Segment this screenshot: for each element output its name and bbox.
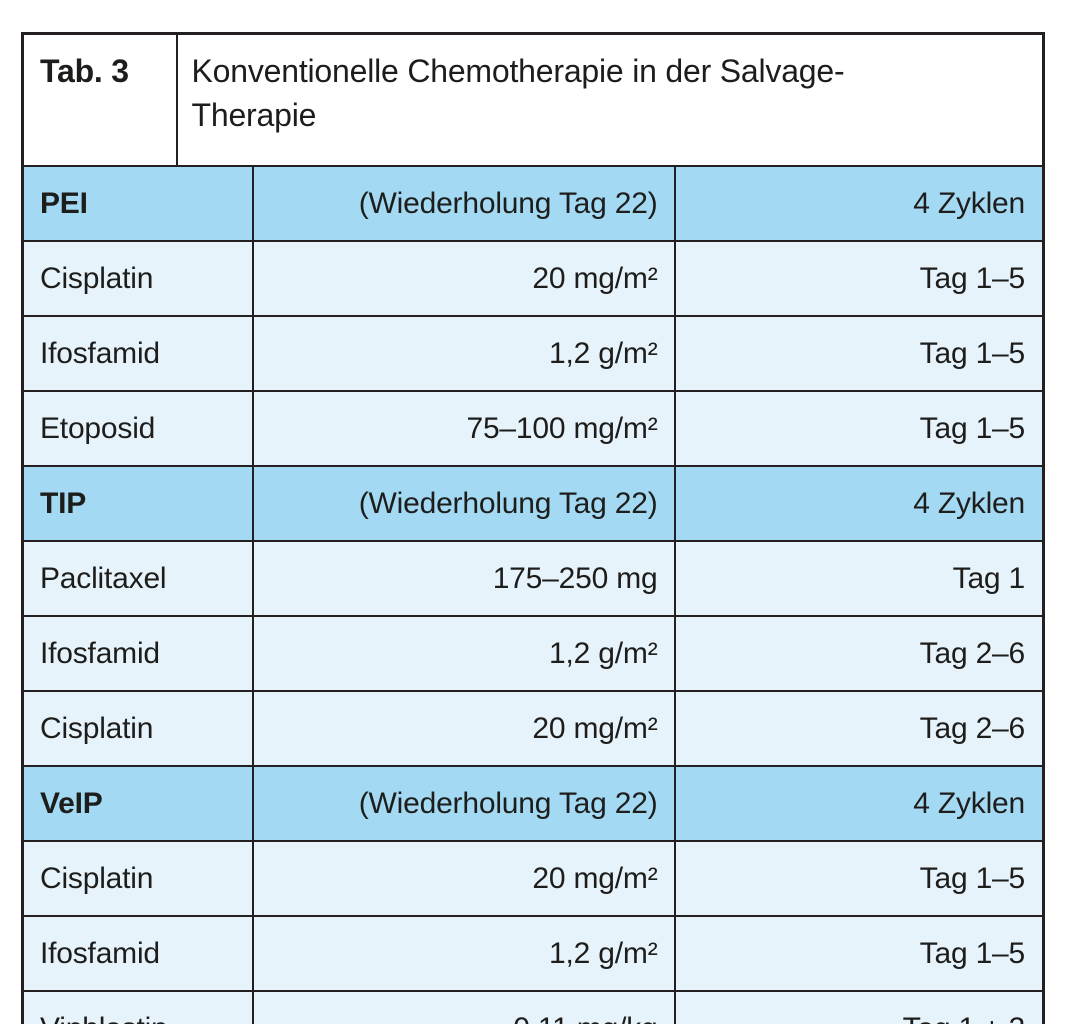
caption-title-line-1: Konventionelle Chemotherapie in der Salv…	[191, 53, 845, 89]
drug-row: Cisplatin 20 mg/m² Tag 1–5	[21, 840, 1045, 917]
table-caption-title: Konventionelle Chemotherapie in der Salv…	[175, 32, 1045, 167]
days-cell: Tag 1–5	[673, 390, 1045, 467]
drug-row: Cisplatin 20 mg/m² Tag 2–6	[21, 690, 1045, 767]
drug-row: Ifosfamid 1,2 g/m² Tag 2–6	[21, 615, 1045, 692]
section-header-row-tip: TIP (Wiederholung Tag 22) 4 Zyklen	[21, 465, 1045, 542]
days-cell: Tag 2–6	[673, 615, 1045, 692]
days-cell: Tag 1–5	[673, 240, 1045, 317]
drug-name-cell: Cisplatin	[21, 840, 254, 917]
days-cell: Tag 2–6	[673, 690, 1045, 767]
dose-cell: 20 mg/m²	[251, 240, 676, 317]
drug-name-cell: Vinblastin	[21, 990, 254, 1024]
days-cell: Tag 1–5	[673, 915, 1045, 992]
caption-title-line-2: Therapie	[191, 97, 317, 133]
repeat-note: (Wiederholung Tag 22)	[251, 165, 676, 242]
table-caption-label: Tab. 3	[21, 32, 178, 167]
cycles-count: 4 Zyklen	[673, 465, 1045, 542]
drug-row: Etoposid 75–100 mg/m² Tag 1–5	[21, 390, 1045, 467]
days-cell: Tag 1	[673, 540, 1045, 617]
table-caption-row: Tab. 3 Konventionelle Chemotherapie in d…	[21, 32, 1045, 167]
drug-name-cell: Cisplatin	[21, 240, 254, 317]
days-cell: Tag 1 + 2	[673, 990, 1045, 1024]
drug-name-cell: Ifosfamid	[21, 915, 254, 992]
dose-cell: 1,2 g/m²	[251, 615, 676, 692]
section-header-row-pei: PEI (Wiederholung Tag 22) 4 Zyklen	[21, 165, 1045, 242]
drug-name-cell: Ifosfamid	[21, 615, 254, 692]
drug-row: Vinblastin 0,11 mg/kg Tag 1 + 2	[21, 990, 1045, 1024]
drug-row: Ifosfamid 1,2 g/m² Tag 1–5	[21, 915, 1045, 992]
dose-cell: 20 mg/m²	[251, 690, 676, 767]
repeat-note: (Wiederholung Tag 22)	[251, 465, 676, 542]
days-cell: Tag 1–5	[673, 315, 1045, 392]
drug-name-cell: Paclitaxel	[21, 540, 254, 617]
cycles-count: 4 Zyklen	[673, 165, 1045, 242]
dose-cell: 0,11 mg/kg	[251, 990, 676, 1024]
regimen-name: VeIP	[21, 765, 254, 842]
salvage-chemotherapy-table: Tab. 3 Konventionelle Chemotherapie in d…	[21, 32, 1046, 1024]
days-cell: Tag 1–5	[673, 840, 1045, 917]
dose-cell: 1,2 g/m²	[251, 315, 676, 392]
section-header-row-veip: VeIP (Wiederholung Tag 22) 4 Zyklen	[21, 765, 1045, 842]
repeat-note: (Wiederholung Tag 22)	[251, 765, 676, 842]
drug-name-cell: Cisplatin	[21, 690, 254, 767]
drug-row: Ifosfamid 1,2 g/m² Tag 1–5	[21, 315, 1045, 392]
dose-cell: 20 mg/m²	[251, 840, 676, 917]
drug-name-cell: Etoposid	[21, 390, 254, 467]
dose-cell: 175–250 mg	[251, 540, 676, 617]
drug-row: Cisplatin 20 mg/m² Tag 1–5	[21, 240, 1045, 317]
drug-name-cell: Ifosfamid	[21, 315, 254, 392]
regimen-name: TIP	[21, 465, 254, 542]
dose-cell: 75–100 mg/m²	[251, 390, 676, 467]
dose-cell: 1,2 g/m²	[251, 915, 676, 992]
regimen-name: PEI	[21, 165, 254, 242]
cycles-count: 4 Zyklen	[673, 765, 1045, 842]
drug-row: Paclitaxel 175–250 mg Tag 1	[21, 540, 1045, 617]
